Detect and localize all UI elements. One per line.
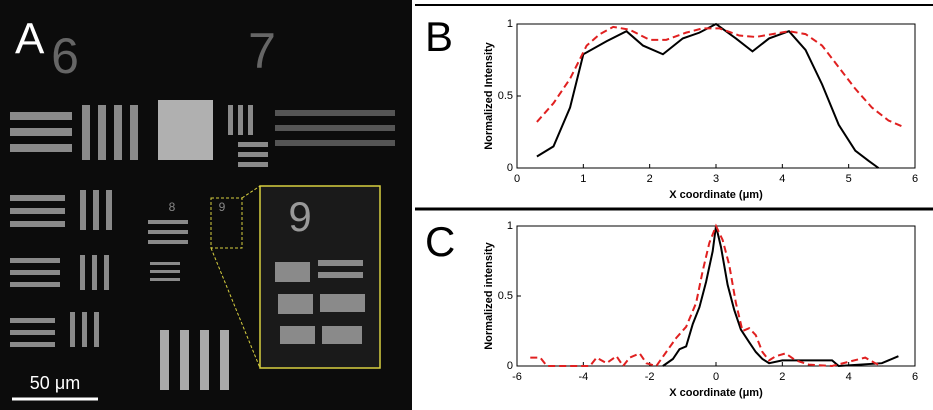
- inset-bars: [275, 260, 365, 344]
- y-tick-label: 0.5: [498, 90, 513, 102]
- x-tick-label: 0: [713, 371, 719, 383]
- digit: 8: [169, 200, 176, 214]
- x-tick-label: 0: [514, 173, 520, 185]
- data-line: [530, 223, 883, 368]
- zoom-guide: [241, 185, 261, 199]
- y-tick-label: 0: [507, 162, 513, 174]
- microscope-image: 6 7 8 9 9 A 50 μm: [0, 0, 412, 410]
- x-tick-label: 2: [647, 173, 653, 185]
- scale-bar-label: 50 μm: [30, 373, 80, 393]
- x-tick-label: 1: [580, 173, 586, 185]
- y-tick-label: 0.5: [498, 290, 513, 302]
- digit: 6: [51, 28, 79, 84]
- data-line: [662, 225, 899, 368]
- x-tick-label: 6: [912, 371, 918, 383]
- y-axis-label: Normalized intensity: [483, 241, 495, 349]
- x-tick-label: -4: [578, 371, 588, 383]
- x-axis-label: X coordinate (μm): [669, 189, 763, 201]
- target-bars: [10, 100, 395, 390]
- x-tick-label: 4: [779, 173, 785, 185]
- x-tick-label: 6: [912, 173, 918, 185]
- panel-label: B: [425, 13, 453, 60]
- data-line: [536, 25, 906, 129]
- x-tick-label: 4: [846, 371, 852, 383]
- x-tick-label: -2: [645, 371, 655, 383]
- data-line: [536, 22, 880, 169]
- inset-digit: 9: [288, 193, 311, 240]
- x-tick-label: -6: [512, 371, 522, 383]
- zoom-guide: [210, 247, 261, 369]
- x-axis-label: X coordinate (μm): [669, 387, 763, 399]
- y-axis-label: Normalized Intensity: [483, 41, 495, 149]
- zoom-region: [210, 197, 243, 249]
- y-tick-label: 1: [507, 18, 513, 30]
- x-tick-label: 5: [846, 173, 852, 185]
- panel-label: C: [425, 218, 455, 265]
- plot-area: [516, 23, 916, 169]
- y-tick-label: 0: [507, 360, 513, 372]
- digit: 7: [248, 23, 276, 79]
- x-tick-label: 2: [779, 371, 785, 383]
- panel-label: A: [15, 15, 45, 64]
- digit: 9: [219, 200, 226, 214]
- plot-area: [516, 225, 916, 367]
- x-tick-label: 3: [713, 173, 719, 185]
- y-tick-label: 1: [507, 220, 513, 232]
